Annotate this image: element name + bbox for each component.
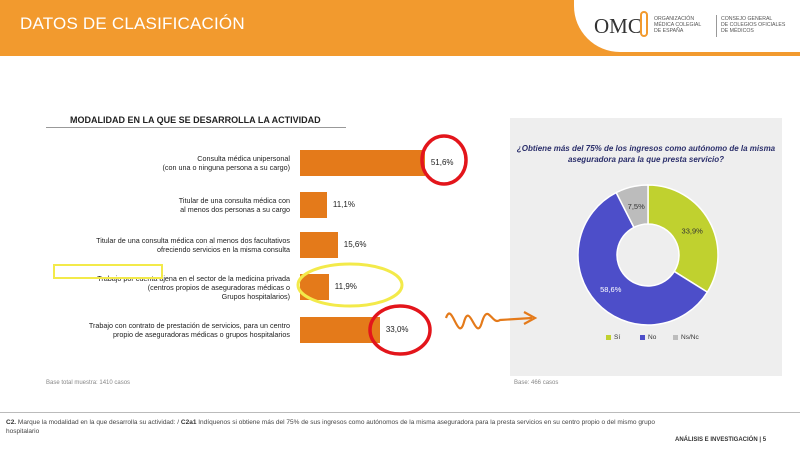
bar-category-label: Trabajo por cuenta ajena en el sector de… (97, 273, 290, 301)
page-title: DATOS DE CLASIFICACIÓN (20, 14, 245, 33)
pie-value-label: 58,6% (600, 285, 622, 294)
legend-label: Ns/Nc (681, 334, 699, 341)
footer-divider (0, 412, 800, 413)
bar-value-label: 33,0% (385, 325, 409, 334)
pie-chart-note: Base: 466 casos (514, 380, 559, 386)
legend-label: Sí (614, 334, 621, 341)
footer-question: C2. Marque la modalidad en la que desarr… (6, 419, 655, 435)
pie-value-label: 7,5% (628, 202, 645, 211)
caduceus-icon (640, 11, 648, 37)
logo-council-name: CONSEJO GENERAL DE COLEGIOS OFICIALES DE… (721, 16, 786, 34)
bar (300, 317, 380, 343)
bar-category-label: Titular de una consulta médica con al me… (96, 236, 290, 254)
pie-slice (577, 191, 709, 326)
bar (300, 232, 338, 258)
logo-acronym: OMC (594, 14, 642, 38)
donut-chart: 33,9% 58,6% 7,5% (577, 184, 719, 326)
squiggle-arrow-annotation (444, 312, 533, 330)
bar-category-label: Titular de una consulta médica con al men… (178, 196, 290, 214)
yellow-box-annotation (53, 264, 163, 279)
bar-chart-note: Base total muestra: 1410 casos (46, 380, 131, 386)
bar-value-label: 11,9% (334, 282, 357, 291)
logo-omc: OMC ORGANIZACIÓN MÉDICA COLEGIAL DE ESPA… (574, 0, 800, 52)
bar (300, 192, 327, 218)
bar-value-label: 51,6% (430, 158, 454, 167)
bar-category-label: Trabajo con contrato de prestación de se… (88, 321, 290, 339)
legend-item: Sí (606, 334, 620, 341)
legend-swatch (606, 335, 611, 340)
pie-slice (647, 184, 719, 294)
bar-value-label: 11,1% (332, 200, 355, 209)
bar-chart-title: MODALIDAD EN LA QUE SE DESARROLLA LA ACT… (70, 115, 321, 125)
legend-item: No (640, 334, 656, 341)
red-circle-annotation (368, 304, 432, 356)
logo-org-name: ORGANIZACIÓN MÉDICA COLEGIAL DE ESPAÑA (654, 16, 702, 34)
bar (300, 150, 425, 176)
bar-category-label: Consulta médica unipersonal (con una o ni… (162, 154, 290, 172)
pie-chart-title: ¿Obtiene más del 75% de los ingresos com… (516, 144, 776, 164)
title-underline (46, 127, 346, 128)
pie-chart-panel (510, 118, 782, 376)
arrow-head-icon (523, 311, 538, 325)
yellow-ellipse-annotation (296, 262, 404, 308)
bar-value-label: 15,6% (343, 240, 367, 249)
legend-swatch (640, 335, 645, 340)
pie-value-label: 33,9% (682, 227, 704, 236)
legend-item: Ns/Nc (673, 334, 699, 341)
pie-slice (615, 184, 649, 229)
legend-label: No (648, 334, 657, 341)
red-circle-annotation (420, 134, 468, 186)
footer-section: ANÁLISIS E INVESTIGACIÓN | 5 (675, 437, 767, 443)
legend-swatch (673, 335, 678, 340)
logo-divider (716, 15, 717, 37)
